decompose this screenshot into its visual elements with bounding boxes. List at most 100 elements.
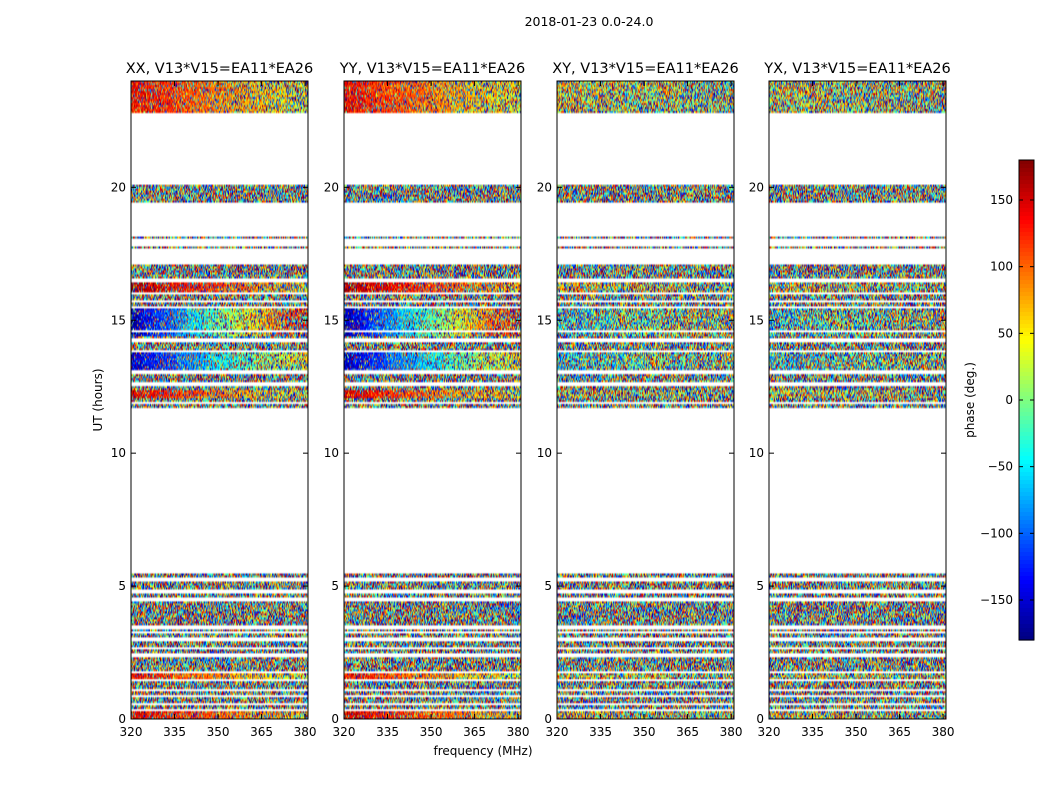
colorbar-segment [1019, 496, 1034, 501]
colorbar-segment [1019, 420, 1034, 425]
colorbar-segment [1019, 384, 1034, 389]
y-tick-label: 20 [324, 180, 339, 194]
colorbar-segment [1019, 308, 1034, 313]
colorbar-tick-label: 150 [990, 193, 1013, 207]
colorbar-tick-label: 50 [998, 326, 1013, 340]
y-tick-label: 5 [544, 579, 552, 593]
colorbar-segment [1019, 172, 1034, 177]
panel-0: XX, V13*V15=EA11*EA26 320 335 350 365 380 0 5 10… [111, 61, 317, 739]
x-axis-label: frequency (MHz) [433, 744, 532, 758]
colorbar-segment [1019, 416, 1034, 421]
colorbar-segment [1019, 340, 1034, 345]
colorbar-segment [1019, 168, 1034, 173]
x-tick-label: 380 [932, 725, 955, 739]
colorbar-segment [1019, 404, 1034, 409]
colorbar-segment [1019, 536, 1034, 541]
colorbar-segment [1019, 208, 1034, 213]
colorbar-segment [1019, 460, 1034, 465]
colorbar-segment [1019, 372, 1034, 377]
colorbar-segment [1019, 268, 1034, 273]
colorbar-segment [1019, 276, 1034, 281]
colorbar-segment [1019, 452, 1034, 457]
colorbar-segment [1019, 196, 1034, 201]
colorbar-segment [1019, 304, 1034, 309]
y-tick-label: 10 [537, 446, 552, 460]
colorbar-segment [1019, 464, 1034, 469]
colorbar-segment [1019, 432, 1034, 437]
panels: XX, V13*V15=EA11*EA26 320 335 350 365 380 0 5 10… [111, 61, 955, 739]
panel-frame [130, 80, 309, 720]
colorbar-segment [1019, 524, 1034, 529]
colorbar-segment [1019, 360, 1034, 365]
colorbar-segment [1019, 544, 1034, 549]
y-tick-label: 15 [324, 313, 339, 327]
colorbar-segment [1019, 392, 1034, 397]
panel-2: XY, V13*V15=EA11*EA26 320 335 350 365 380 0 5 10… [537, 61, 743, 739]
colorbar-segment [1019, 356, 1034, 361]
colorbar-segment [1019, 400, 1034, 405]
colorbar-segment [1019, 176, 1034, 181]
colorbar-segment [1019, 200, 1034, 205]
colorbar-segment [1019, 316, 1034, 321]
x-tick-label: 380 [720, 725, 743, 739]
colorbar-segment [1019, 228, 1034, 233]
x-tick-label: 365 [463, 725, 486, 739]
colorbar-segment [1019, 232, 1034, 237]
colorbar-segment [1019, 352, 1034, 357]
colorbar-segment [1019, 488, 1034, 493]
colorbar-segment [1019, 312, 1034, 317]
colorbar-segment [1019, 328, 1034, 333]
colorbar-segment [1019, 512, 1034, 517]
y-axis-label: UT (hours) [91, 368, 105, 431]
figure-title: 2018-01-23 0.0-24.0 [525, 14, 654, 29]
panel-title: XY, V13*V15=EA11*EA26 [552, 61, 738, 77]
y-tick-label: 20 [749, 180, 764, 194]
y-tick-label: 15 [537, 313, 552, 327]
colorbar-segment [1019, 396, 1034, 401]
x-tick-label: 320 [120, 725, 143, 739]
colorbar-tick-label: −50 [988, 460, 1013, 474]
y-tick-label: 0 [331, 712, 339, 726]
panel-frame [768, 80, 947, 720]
y-tick-label: 15 [111, 313, 126, 327]
panel-title: XX, V13*V15=EA11*EA26 [126, 61, 314, 77]
colorbar-segment [1019, 388, 1034, 393]
phase-heatmap-image [344, 81, 521, 719]
colorbar-segment [1019, 260, 1034, 265]
colorbar-segment [1019, 504, 1034, 509]
colorbar-segment [1019, 448, 1034, 453]
colorbar-tick-label: −150 [980, 593, 1013, 607]
colorbar-segment [1019, 472, 1034, 477]
x-tick-label: 365 [888, 725, 911, 739]
colorbar-segment [1019, 244, 1034, 249]
x-tick-label: 350 [633, 725, 656, 739]
colorbar-segment [1019, 632, 1034, 637]
colorbar-segment [1019, 604, 1034, 609]
colorbar-segment [1019, 624, 1034, 629]
colorbar-segment [1019, 252, 1034, 257]
y-tick-label: 0 [756, 712, 764, 726]
x-tick-label: 380 [294, 725, 317, 739]
colorbar-segment [1019, 300, 1034, 305]
colorbar-segment [1019, 608, 1034, 613]
panel-1: YY, V13*V15=EA11*EA26 320 335 350 365 380 0 5 10… [324, 61, 530, 739]
colorbar-segment [1019, 636, 1034, 641]
colorbar-segment [1019, 548, 1034, 553]
colorbar-segment [1019, 364, 1034, 369]
y-tick-label: 10 [749, 446, 764, 460]
colorbar-segment [1019, 616, 1034, 621]
colorbar-segment [1019, 556, 1034, 561]
colorbar-segment [1019, 540, 1034, 545]
colorbar-segment [1019, 296, 1034, 301]
colorbar-segment [1019, 576, 1034, 581]
colorbar-segment [1019, 164, 1034, 169]
y-tick-label: 0 [118, 712, 126, 726]
x-tick-label: 335 [376, 725, 399, 739]
colorbar-segment [1019, 572, 1034, 577]
colorbar-segment [1019, 204, 1034, 209]
colorbar-segment [1019, 216, 1034, 221]
y-tick-label: 15 [749, 313, 764, 327]
panel-title: YY, V13*V15=EA11*EA26 [339, 61, 525, 77]
colorbar-segment [1019, 180, 1034, 185]
